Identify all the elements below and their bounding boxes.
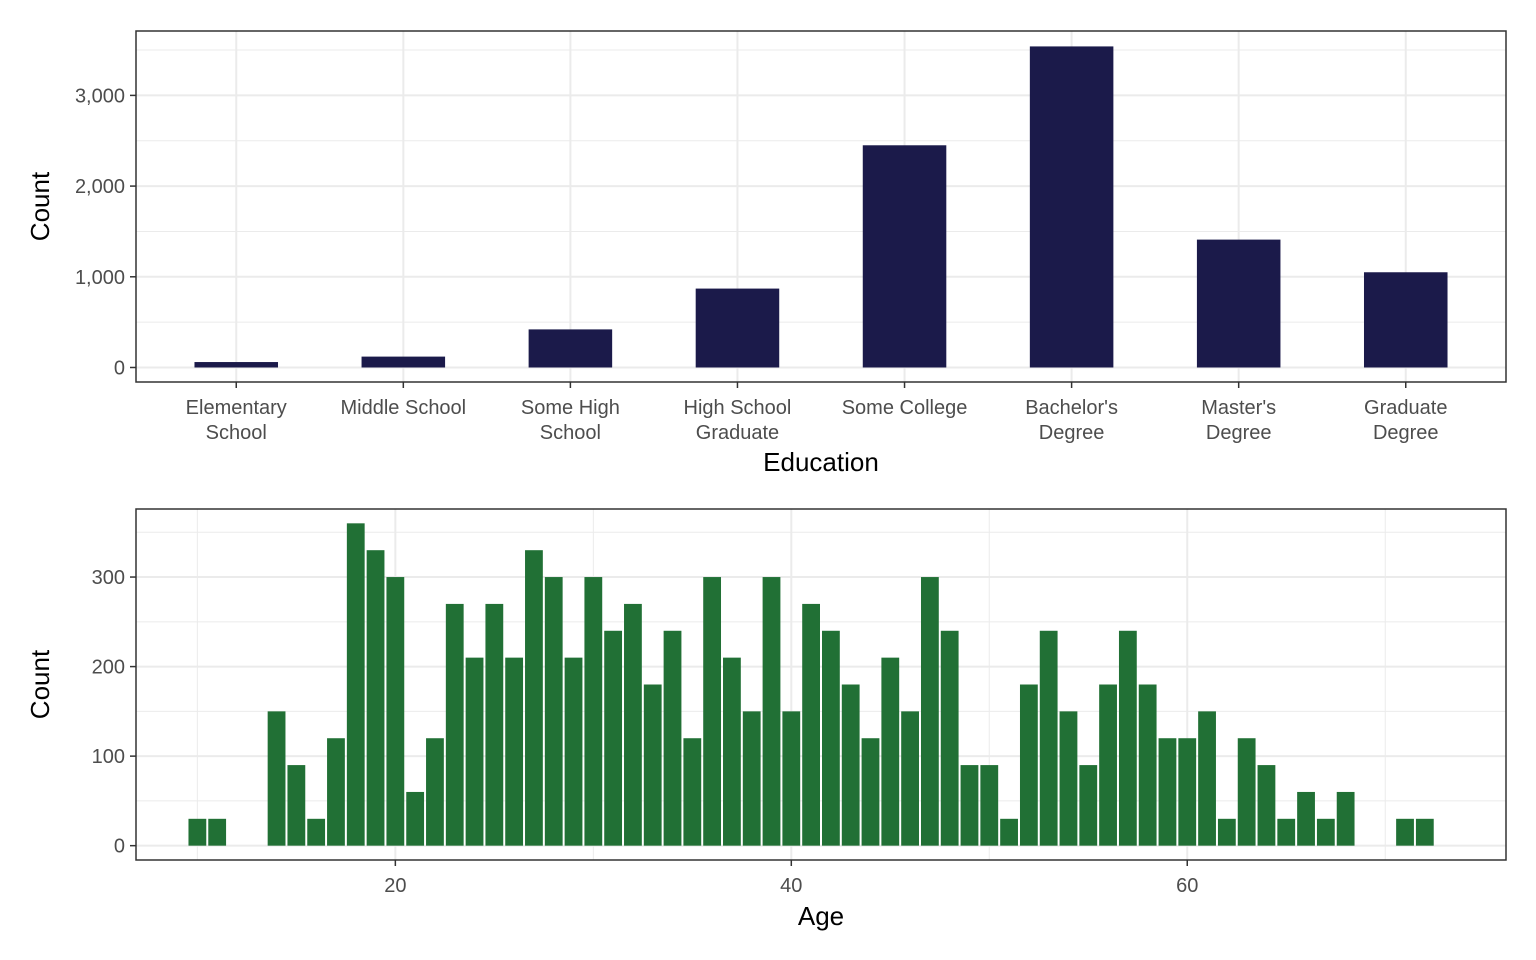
bar [862, 145, 947, 368]
bar [881, 657, 900, 846]
panel-background [136, 31, 1506, 382]
y-tick-label: 2,000 [75, 176, 125, 198]
x-tick-label: Middle School [341, 397, 467, 419]
bar [643, 684, 662, 846]
bar [1396, 818, 1414, 846]
bar [1237, 738, 1256, 846]
bar [1079, 765, 1098, 846]
bar [901, 711, 919, 846]
bar [703, 577, 722, 846]
bar [1000, 818, 1018, 846]
y-tick-label: 100 [92, 746, 125, 768]
x-tick-label: 20 [384, 875, 406, 897]
bar [208, 818, 227, 846]
x-tick-label: Some College [842, 397, 968, 419]
bar [327, 738, 345, 846]
bar [194, 362, 279, 368]
y-tick-label: 3,000 [75, 85, 125, 107]
bar [505, 657, 524, 846]
bar [940, 630, 959, 846]
bar [604, 630, 623, 846]
bar [346, 523, 365, 846]
bar [1196, 239, 1281, 368]
bar [663, 630, 682, 846]
bar [1178, 738, 1197, 846]
bar [544, 577, 563, 846]
bar [1099, 684, 1117, 846]
bar [920, 577, 939, 846]
bar [1257, 765, 1276, 846]
bar [525, 550, 543, 846]
y-tick-label: 0 [114, 357, 125, 379]
bar [366, 550, 385, 846]
bar [861, 738, 880, 846]
y-tick-label: 1,000 [75, 267, 125, 289]
bar [188, 818, 207, 846]
bar [1217, 818, 1236, 846]
bar [782, 711, 801, 846]
x-tick-label: Master's Degree [1201, 397, 1276, 444]
x-axis-title: Age [798, 901, 844, 931]
y-axis-title: Count [25, 171, 55, 241]
bar [1336, 791, 1355, 846]
bar [1019, 684, 1038, 846]
x-tick-label: Bachelor's Degree [1025, 397, 1118, 444]
bar [802, 603, 820, 846]
bar [841, 684, 860, 846]
bar [762, 577, 781, 846]
bar [695, 288, 780, 368]
bar [1118, 630, 1137, 846]
bar [485, 603, 504, 846]
bar [1039, 630, 1058, 846]
y-tick-label: 300 [92, 567, 125, 589]
bar [1198, 711, 1216, 846]
bar [445, 603, 464, 846]
education-bar-chart: 0 1,000 2,000 3,000 Elementary School Middle S… [25, 30, 1507, 477]
bar [1297, 791, 1315, 846]
bar [465, 657, 484, 846]
bar [1059, 711, 1078, 846]
bar [1363, 272, 1448, 368]
bar [307, 818, 326, 846]
bar [584, 577, 603, 846]
bar [960, 765, 979, 846]
y-tick-label: 0 [114, 836, 125, 858]
bar [1158, 738, 1177, 846]
bar [361, 356, 446, 368]
bar [564, 657, 583, 846]
x-axis-title: Education [763, 447, 879, 477]
x-tick-label: Some High School [521, 397, 620, 444]
bar [742, 711, 761, 846]
bar [426, 738, 444, 846]
bar [386, 577, 405, 846]
x-tick-label: Graduate Degree [1364, 397, 1447, 444]
bar [1415, 818, 1434, 846]
bar [723, 657, 741, 846]
x-tick-label: Elementary School [186, 397, 287, 444]
bar [406, 791, 425, 846]
bar [683, 738, 702, 846]
bar [1277, 818, 1296, 846]
bar [624, 603, 642, 846]
bar [528, 329, 613, 368]
bar [822, 630, 840, 846]
x-tick-label: High School Graduate [684, 397, 792, 444]
x-tick-label: 40 [780, 875, 802, 897]
bar [1029, 46, 1114, 368]
bar [287, 765, 306, 846]
age-histogram-chart: 0 100 200 300 20 40 60 Age Count [25, 508, 1507, 931]
y-tick-label: 200 [92, 657, 125, 679]
panel-border [135, 30, 1507, 383]
bar [1138, 684, 1157, 846]
bar [980, 765, 999, 846]
panel-border [135, 508, 1507, 861]
y-axis-title: Count [25, 649, 55, 719]
bar [267, 711, 286, 846]
bar [1316, 818, 1335, 846]
x-tick-label: 60 [1176, 875, 1198, 897]
